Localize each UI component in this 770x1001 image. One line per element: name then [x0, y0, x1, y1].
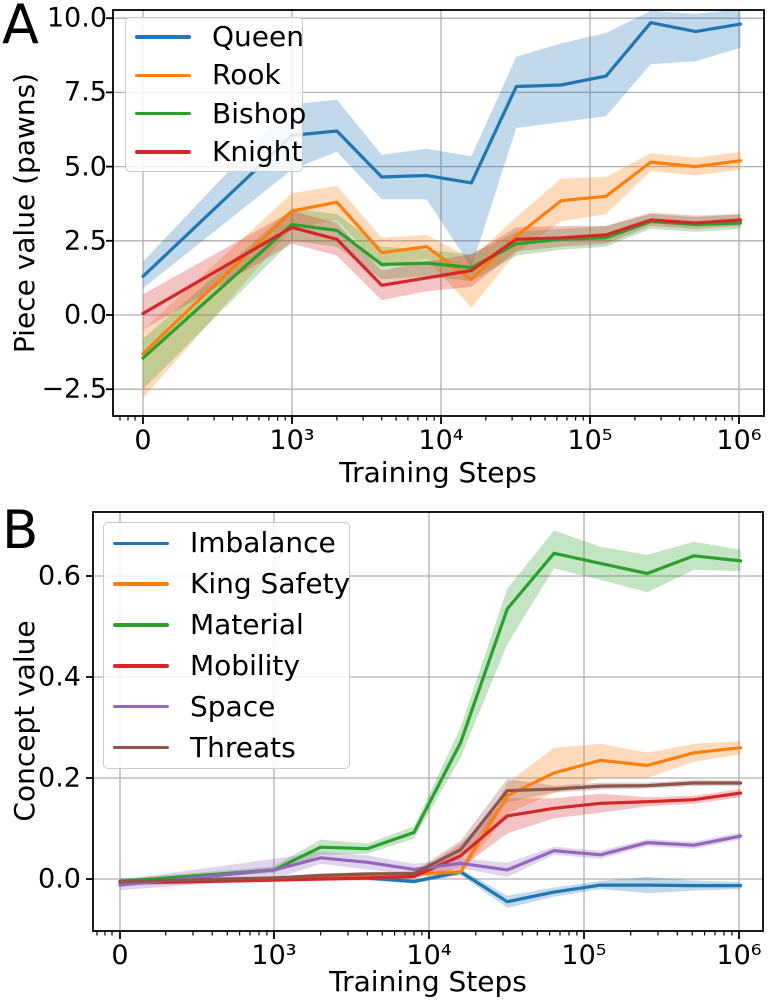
line-material [118, 551, 743, 884]
legend-a: Queen Rook Bishop Knight [125, 17, 306, 172]
y-axis-label-b: Concept value [8, 620, 41, 822]
y-tick-label-A: −2.5 [41, 373, 107, 405]
line-queen [141, 21, 743, 278]
legend-swatch [113, 704, 169, 709]
band-king-safety [120, 741, 741, 884]
x-tick-label-B: 10⁶ [716, 940, 762, 971]
legend-item-threats: Threats [104, 730, 349, 764]
y-tick-label-B: 0.0 [38, 863, 81, 895]
y-tick-label-B: 0.6 [38, 560, 81, 592]
axis-ticks-B [86, 575, 740, 939]
legend-label: Imbalance [190, 526, 336, 560]
line-space [118, 834, 743, 887]
y-tick-label-A: 0.0 [64, 299, 107, 331]
x-tick-label-B: 10³ [251, 940, 297, 971]
x-tick-label-A: 10⁵ [567, 425, 613, 456]
legend-label: Bishop [212, 96, 307, 130]
y-tick-label-B: 0.4 [38, 661, 81, 693]
band-space [120, 832, 741, 891]
axes-frame-B [92, 511, 764, 932]
legend-label: Mobility [190, 648, 300, 682]
band-knight [143, 211, 741, 330]
legend-swatch [113, 541, 169, 546]
series-lines-B [118, 551, 743, 904]
y-tick-label-A: 10.0 [46, 2, 107, 34]
legend-swatch [113, 664, 169, 668]
x-axis-label-a: Training Steps [339, 456, 537, 489]
x-tick-label-A: 10³ [269, 425, 315, 456]
band-material [120, 530, 741, 884]
legend-item-mobility: Mobility [104, 648, 349, 682]
x-tick-label-A: 0 [134, 425, 152, 456]
band-threats [120, 779, 741, 884]
line-mobility [118, 791, 743, 885]
axis-ticks-A [106, 17, 740, 424]
legend-b: Imbalance King Safety Material Mobility Spac… [103, 522, 350, 769]
legend-item-rook: Rook [126, 61, 302, 89]
line-rook [141, 159, 743, 356]
legend-label: Threats [190, 730, 296, 764]
legend-item-queen: Queen [126, 20, 304, 54]
legend-item-space: Space [104, 689, 349, 723]
panel-label-b: B [2, 500, 39, 561]
legend-label: King Safety [190, 567, 351, 601]
band-bishop [143, 208, 741, 390]
legend-item-material: Material [104, 611, 349, 639]
legend-swatch [113, 745, 169, 750]
legend-swatch [113, 623, 169, 627]
x-tick-label-A: 10⁴ [418, 425, 464, 456]
x-tick-label-B: 10⁴ [406, 940, 452, 971]
x-tick-label-B: 10⁵ [561, 940, 607, 971]
legend-swatch [135, 73, 191, 78]
x-tick-label-A: 10⁶ [716, 425, 762, 456]
legend-label: Material [190, 608, 304, 642]
y-tick-label-A: 5.0 [64, 151, 107, 183]
legend-item-knight: Knight [126, 134, 303, 168]
legend-swatch [113, 582, 169, 586]
line-threats [118, 781, 743, 884]
series-lines-A [141, 21, 743, 360]
x-tick-label-B: 0 [111, 940, 129, 971]
legend-swatch [135, 111, 191, 116]
axes-frame-A [112, 9, 765, 417]
line-knight [141, 218, 743, 316]
band-mobility [120, 789, 741, 886]
legend-label: Knight [212, 134, 303, 168]
legend-swatch [135, 35, 191, 39]
y-tick-label-A: 7.5 [64, 76, 107, 108]
legend-label: Space [190, 689, 276, 723]
panel-label-a: A [2, 0, 39, 56]
legend-item-imbalance: Imbalance [104, 529, 349, 557]
x-axis-label-b: Training Steps [329, 965, 527, 998]
y-tick-label-B: 0.2 [38, 762, 81, 794]
y-tick-label-A: 2.5 [64, 225, 107, 257]
legend-item-bishop: Bishop [126, 99, 306, 128]
legend-swatch [135, 150, 191, 154]
y-axis-label-a: Piece value (pawns) [8, 72, 41, 354]
legend-label: Rook [212, 58, 281, 92]
legend-label: Queen [212, 20, 304, 54]
legend-item-king-safety: King Safety [104, 567, 351, 601]
